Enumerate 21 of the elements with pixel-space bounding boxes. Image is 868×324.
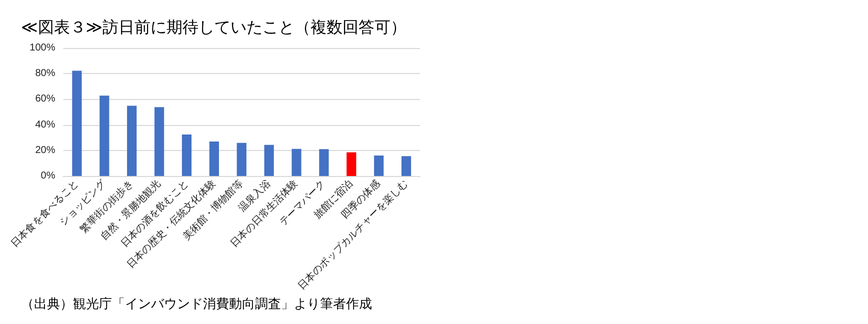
y-tick-label: 60% — [35, 94, 56, 105]
bar — [72, 70, 82, 176]
bar — [100, 96, 110, 176]
bar — [154, 107, 164, 176]
bar — [374, 156, 384, 176]
y-tick-label: 40% — [35, 119, 56, 130]
bar — [182, 134, 192, 176]
bar — [264, 144, 274, 176]
y-tick-label: 100% — [30, 42, 56, 54]
bar — [127, 106, 137, 176]
bar — [346, 152, 356, 176]
bar — [292, 148, 302, 176]
bar — [401, 156, 412, 176]
y-tick-label: 20% — [35, 144, 56, 156]
y-tick-label: 0% — [40, 170, 56, 182]
bar — [209, 141, 219, 176]
y-tick-label: 80% — [35, 68, 56, 80]
bar — [319, 149, 329, 176]
chart-title: ≪図表３≫訪日前に期待していたこと（複数回答可） — [21, 18, 406, 36]
text: （出典）観光庁「インバウンド消費動向調査」より筆者作成 — [21, 296, 372, 312]
bar — [236, 142, 246, 176]
